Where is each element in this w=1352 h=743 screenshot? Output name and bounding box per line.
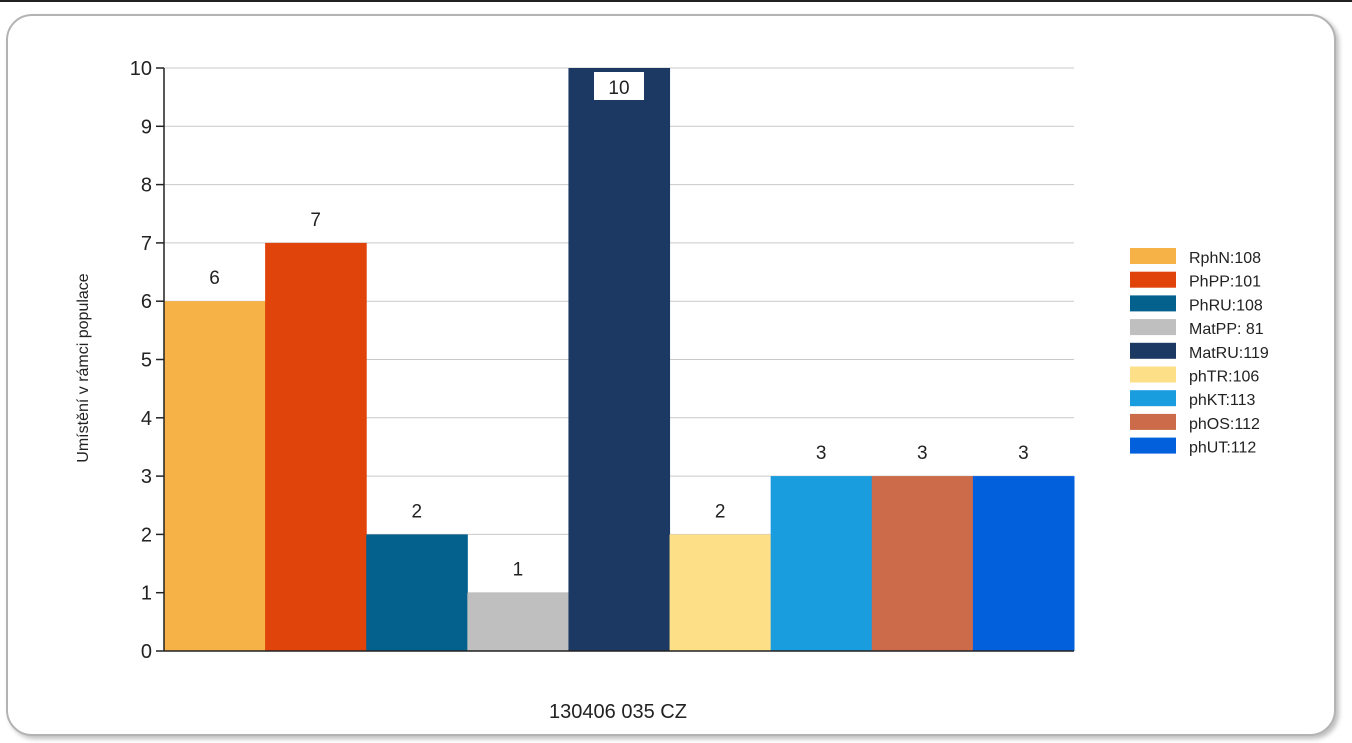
x-axis-category-label: 130406 035 CZ bbox=[549, 701, 687, 723]
bar bbox=[871, 476, 974, 651]
data-label: 2 bbox=[411, 501, 422, 522]
y-axis-title: Umístění v rámci populace bbox=[75, 273, 92, 463]
data-label: 1 bbox=[513, 560, 524, 581]
y-tick-label: 0 bbox=[141, 641, 152, 663]
legend-label: phTR:106 bbox=[1189, 369, 1259, 386]
bar bbox=[366, 534, 468, 651]
y-tick-label: 9 bbox=[141, 116, 152, 138]
bar bbox=[669, 534, 772, 651]
y-tick-label: 3 bbox=[141, 466, 152, 488]
data-label: 2 bbox=[715, 501, 726, 522]
bar bbox=[265, 242, 367, 651]
legend-label: MatPP: 81 bbox=[1189, 321, 1264, 338]
legend-swatch bbox=[1130, 248, 1176, 264]
legend-label: PhRU:108 bbox=[1189, 297, 1263, 314]
legend-label: MatRU:119 bbox=[1189, 345, 1269, 362]
bar bbox=[467, 592, 569, 651]
top-border-line bbox=[0, 0, 1352, 2]
data-label: 3 bbox=[1018, 443, 1029, 464]
y-tick-label: 10 bbox=[130, 58, 152, 80]
data-label: 3 bbox=[917, 443, 928, 464]
legend-swatch bbox=[1130, 366, 1176, 383]
legend-label: RphN:108 bbox=[1189, 250, 1261, 267]
y-tick-label: 5 bbox=[141, 350, 152, 372]
legend-swatch bbox=[1130, 295, 1176, 312]
legend-swatch bbox=[1130, 271, 1176, 288]
legend-swatch bbox=[1130, 413, 1176, 430]
y-tick-label: 8 bbox=[141, 175, 152, 197]
legend-swatch bbox=[1130, 437, 1176, 454]
legend-label: phOS:112 bbox=[1189, 416, 1260, 433]
legend-label: phUT:112 bbox=[1189, 440, 1256, 457]
bar bbox=[568, 68, 671, 651]
legend-label: phKT:113 bbox=[1189, 392, 1256, 409]
legend: RphN:108 PhPP:101 PhRU:108 MatPP: 81 MatRU:1… bbox=[1130, 248, 1269, 457]
axes: 0 1 2 3 4 5 6 7 8 9 10 bbox=[130, 58, 1074, 663]
legend-swatch bbox=[1130, 319, 1176, 336]
data-label: 7 bbox=[310, 210, 321, 231]
data-label: 3 bbox=[816, 443, 827, 464]
legend-swatch bbox=[1130, 390, 1176, 407]
bar bbox=[972, 476, 1075, 651]
data-label: 6 bbox=[209, 268, 220, 289]
bars bbox=[164, 68, 1075, 651]
data-label-box bbox=[594, 72, 644, 100]
y-tick-label: 1 bbox=[141, 583, 152, 605]
y-tick-label: 2 bbox=[141, 524, 152, 546]
y-tick-label: 4 bbox=[141, 408, 152, 430]
bar bbox=[164, 301, 266, 651]
bar bbox=[770, 476, 873, 651]
legend-label: PhPP:101 bbox=[1189, 274, 1261, 291]
data-label: 10 bbox=[608, 78, 629, 99]
y-tick-label: 6 bbox=[141, 291, 152, 313]
legend-swatch bbox=[1130, 342, 1176, 359]
data-labels: 6 7 2 1 10 2 3 3 3 bbox=[209, 72, 1029, 581]
y-tick-label: 7 bbox=[141, 233, 152, 255]
